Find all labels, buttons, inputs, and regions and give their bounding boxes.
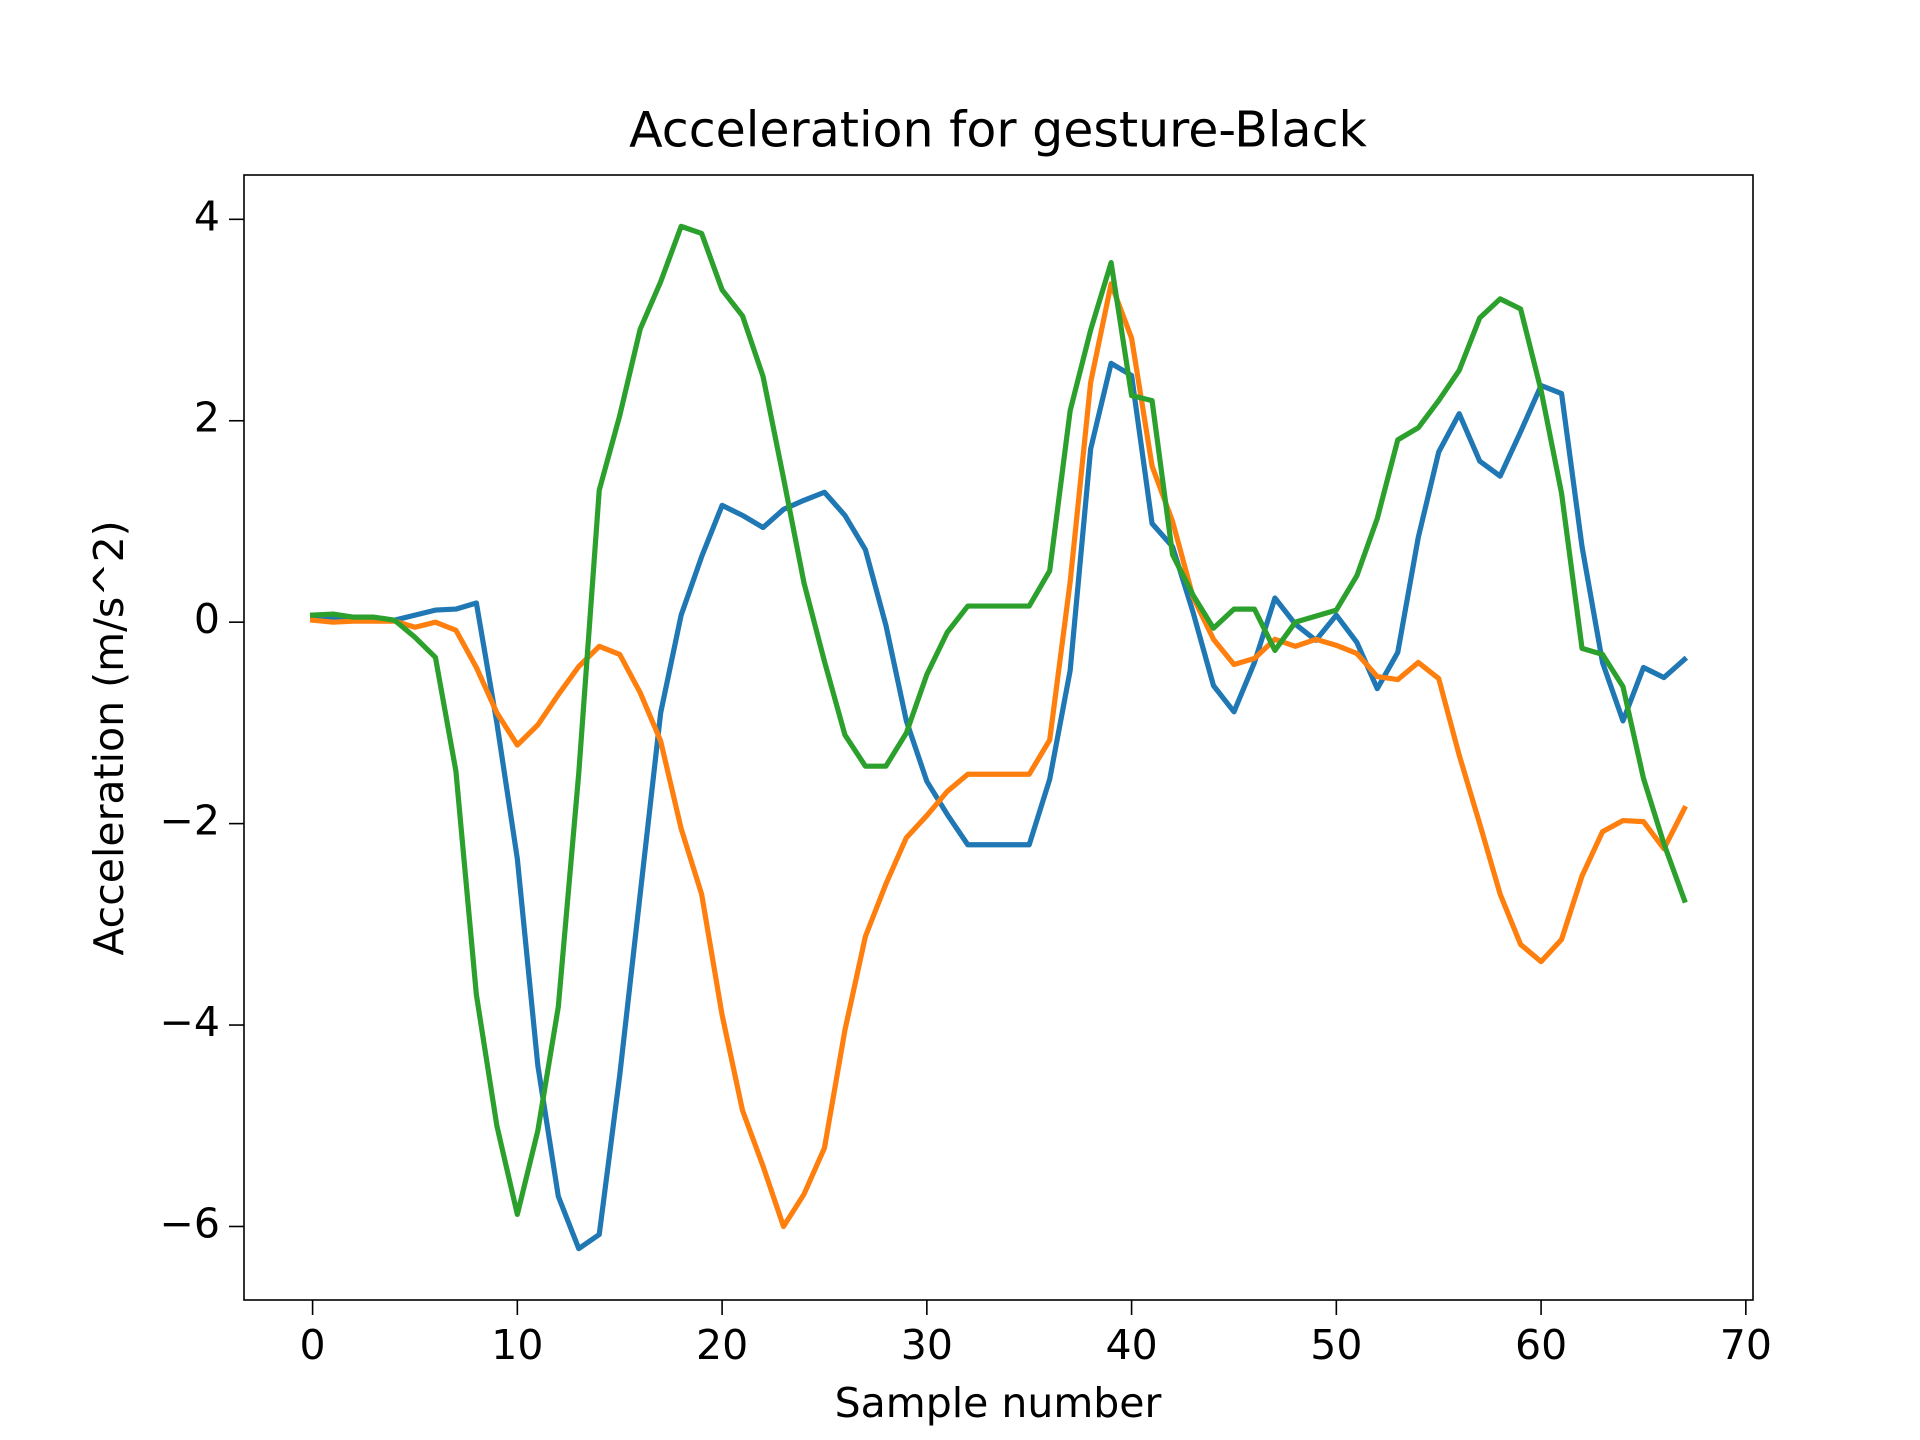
x-tick-label: 60	[1515, 1321, 1567, 1369]
data-line	[309, 223, 1688, 1217]
y-tick-label: 4	[194, 192, 220, 240]
plot-frame	[243, 174, 1754, 1301]
data-line	[309, 360, 1689, 1252]
x-tick-label: 40	[1106, 1321, 1158, 1369]
y-tick-label: 0	[194, 595, 220, 643]
y-axis-label: Acceleration (m/s^2)	[85, 520, 133, 955]
x-tick-label: 30	[901, 1321, 953, 1369]
x-tick-label: 70	[1720, 1321, 1772, 1369]
x-tick-label: 50	[1310, 1321, 1362, 1369]
x-tick-label: 10	[491, 1321, 543, 1369]
y-tick-label: −4	[160, 998, 220, 1046]
data-line	[309, 281, 1688, 1230]
x-axis-label: Sample number	[835, 1379, 1162, 1427]
y-tick-label: −2	[160, 797, 220, 845]
x-tick-label: 0	[300, 1321, 326, 1369]
x-tick-label: 20	[696, 1321, 748, 1369]
chart-title: Acceleration for gesture-Black	[629, 102, 1367, 159]
y-tick-label: 2	[194, 394, 220, 442]
y-tick-label: −6	[160, 1199, 220, 1247]
